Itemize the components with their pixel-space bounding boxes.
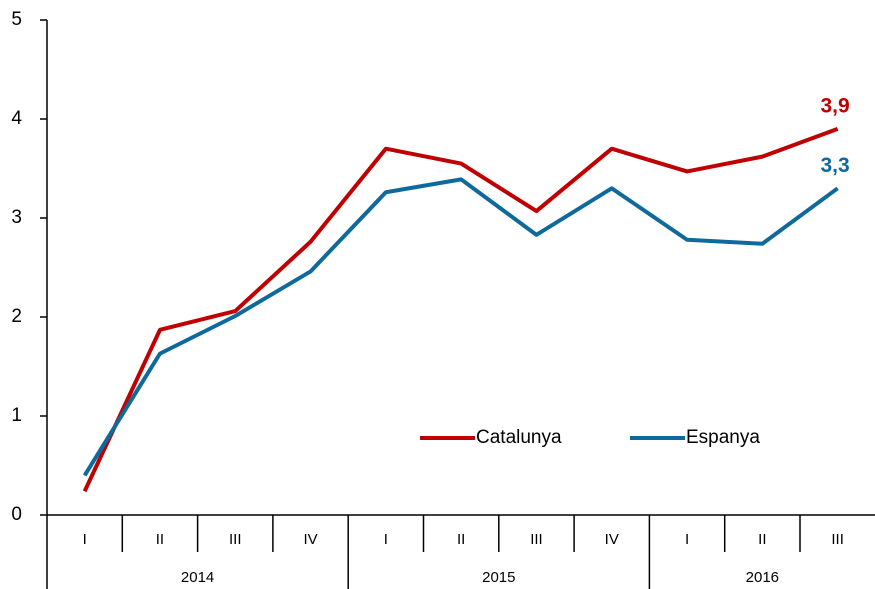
x-tick-label: III xyxy=(831,531,844,548)
legend-label: Catalunya xyxy=(476,427,562,448)
x-tick-label: III xyxy=(229,531,242,548)
legend-label: Espanya xyxy=(686,427,760,448)
value-label: 3,3 xyxy=(820,154,849,177)
x-tick-label: II xyxy=(156,531,164,548)
y-tick-label: 5 xyxy=(11,9,22,30)
x-tick-label: II xyxy=(758,531,766,548)
y-tick-label: 4 xyxy=(11,108,22,129)
series-line xyxy=(82,177,839,477)
x-tick-label: IV xyxy=(303,531,317,548)
x-group-label: 2014 xyxy=(181,569,214,586)
x-group-label: 2016 xyxy=(746,569,779,586)
y-tick-label: 3 xyxy=(11,207,22,228)
y-tick-label: 0 xyxy=(11,504,22,525)
y-tick-label: 1 xyxy=(11,405,22,426)
x-tick-label: I xyxy=(685,531,689,548)
x-tick-label: IV xyxy=(605,531,619,548)
x-tick-label: III xyxy=(530,531,543,548)
x-tick-label: II xyxy=(457,531,465,548)
value-label: 3,9 xyxy=(820,94,849,117)
series-line xyxy=(82,127,839,493)
y-tick-label: 2 xyxy=(11,306,22,327)
x-group-label: 2015 xyxy=(482,569,515,586)
x-tick-label: I xyxy=(83,531,87,548)
x-tick-label: I xyxy=(384,531,388,548)
